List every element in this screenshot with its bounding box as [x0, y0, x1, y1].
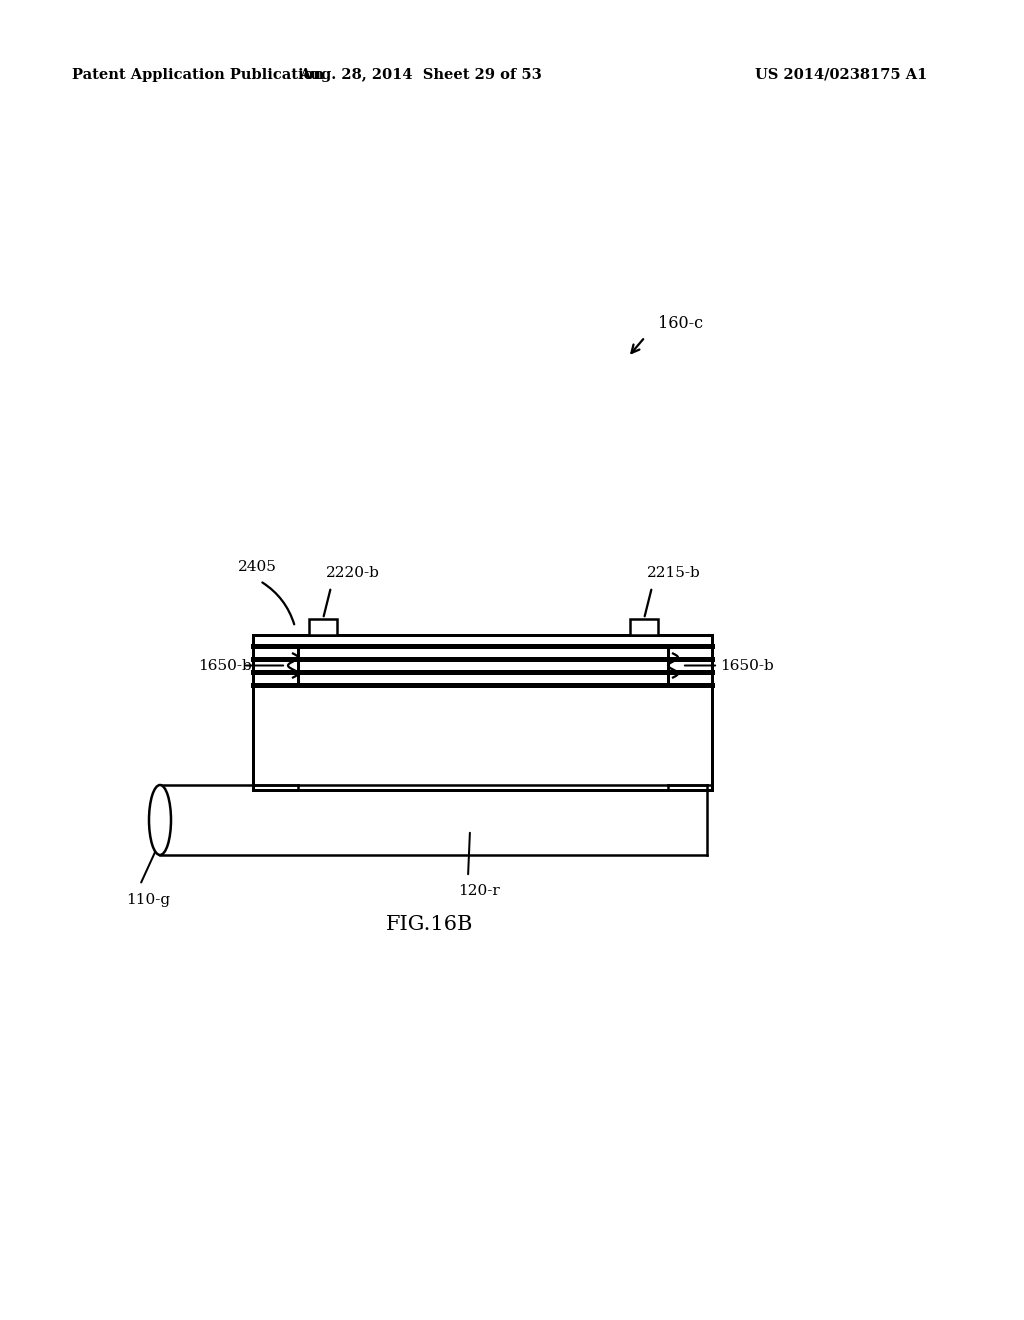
Text: 2215-b: 2215-b — [647, 566, 700, 579]
Text: Aug. 28, 2014  Sheet 29 of 53: Aug. 28, 2014 Sheet 29 of 53 — [299, 69, 542, 82]
Bar — [630, 619, 658, 635]
Text: 2405: 2405 — [238, 560, 276, 574]
Text: 160-c: 160-c — [658, 315, 703, 333]
Text: US 2014/0238175 A1: US 2014/0238175 A1 — [755, 69, 928, 82]
Text: 120-r: 120-r — [458, 884, 500, 898]
Text: 1650-b: 1650-b — [198, 659, 252, 672]
Ellipse shape — [150, 785, 171, 855]
Bar — [253, 635, 712, 789]
Text: 2220-b: 2220-b — [326, 566, 380, 579]
Text: FIG.16B: FIG.16B — [386, 916, 474, 935]
Text: Patent Application Publication: Patent Application Publication — [72, 69, 324, 82]
Text: 1650-b: 1650-b — [720, 659, 774, 672]
Text: 110-g: 110-g — [126, 894, 170, 907]
Bar — [309, 619, 337, 635]
